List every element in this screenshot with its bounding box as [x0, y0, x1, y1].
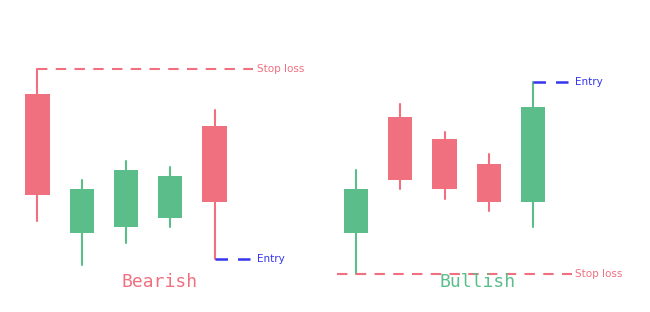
Bar	[521, 107, 545, 202]
Bar	[432, 139, 457, 189]
Bar	[202, 126, 227, 202]
Bar	[476, 164, 501, 202]
Bar	[70, 189, 94, 233]
Bar	[344, 189, 368, 233]
Text: Bearish: Bearish	[121, 273, 198, 291]
Bar	[25, 95, 49, 195]
Bar	[388, 116, 413, 180]
Text: Stop loss: Stop loss	[257, 64, 304, 74]
Text: Entry: Entry	[257, 254, 285, 264]
Bar	[158, 177, 183, 217]
Text: Stop loss: Stop loss	[575, 269, 623, 279]
Text: Bullish: Bullish	[439, 273, 516, 291]
Bar	[114, 170, 138, 227]
Text: Entry: Entry	[575, 77, 603, 87]
